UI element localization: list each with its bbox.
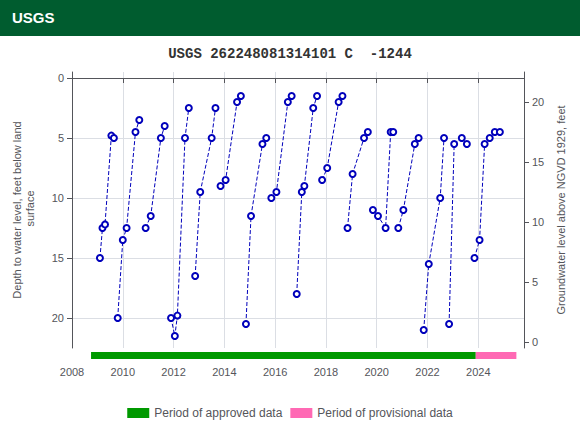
svg-text:2022: 2022 <box>415 366 439 378</box>
svg-text:0: 0 <box>58 72 64 84</box>
svg-text:10: 10 <box>52 192 64 204</box>
svg-text:2012: 2012 <box>161 366 185 378</box>
svg-text:Depth to water level, feet bel: Depth to water level, feet below land <box>11 121 23 298</box>
svg-text:Period of approved data: Period of approved data <box>154 406 282 420</box>
svg-text:20: 20 <box>52 312 64 324</box>
svg-text:2010: 2010 <box>111 366 135 378</box>
svg-text:Period of provisional data: Period of provisional data <box>317 406 453 420</box>
svg-text:15: 15 <box>52 252 64 264</box>
svg-text:surface: surface <box>24 190 36 229</box>
svg-text:20: 20 <box>532 96 544 108</box>
svg-text:USGS: USGS <box>12 9 55 26</box>
svg-text:2016: 2016 <box>263 366 287 378</box>
svg-text:2014: 2014 <box>212 366 236 378</box>
svg-text:2020: 2020 <box>364 366 388 378</box>
svg-text:2018: 2018 <box>314 366 338 378</box>
svg-text:USGS 262248081314101 C -1244: USGS 262248081314101 C -1244 <box>168 46 412 62</box>
svg-text:10: 10 <box>532 216 544 228</box>
svg-text:5: 5 <box>58 132 64 144</box>
svg-text:0: 0 <box>532 336 538 348</box>
svg-text:2024: 2024 <box>466 366 490 378</box>
svg-text:15: 15 <box>532 156 544 168</box>
svg-text:5: 5 <box>532 276 538 288</box>
svg-text:Groundwater level above NGVD 1: Groundwater level above NGVD 1929, feet <box>555 105 567 314</box>
svg-text:2008: 2008 <box>60 366 84 378</box>
